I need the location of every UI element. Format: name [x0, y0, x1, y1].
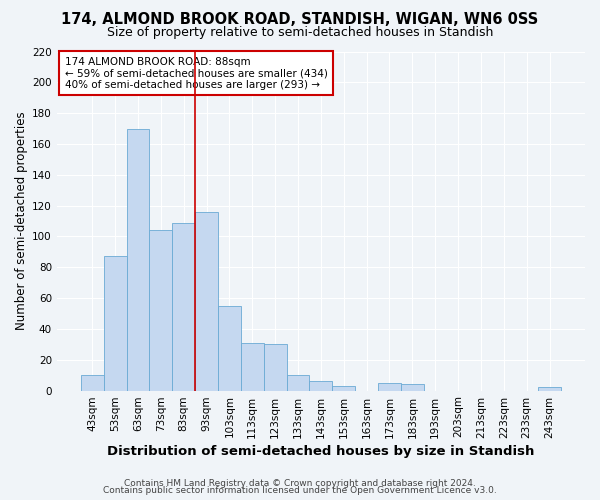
- Text: Contains HM Land Registry data © Crown copyright and database right 2024.: Contains HM Land Registry data © Crown c…: [124, 478, 476, 488]
- X-axis label: Distribution of semi-detached houses by size in Standish: Distribution of semi-detached houses by …: [107, 444, 535, 458]
- Bar: [332, 386, 355, 390]
- Text: 174 ALMOND BROOK ROAD: 88sqm
← 59% of semi-detached houses are smaller (434)
40%: 174 ALMOND BROOK ROAD: 88sqm ← 59% of se…: [65, 56, 328, 90]
- Bar: [127, 128, 149, 390]
- Bar: [378, 383, 401, 390]
- Bar: [104, 256, 127, 390]
- Bar: [287, 375, 310, 390]
- Bar: [172, 222, 195, 390]
- Bar: [81, 375, 104, 390]
- Text: Size of property relative to semi-detached houses in Standish: Size of property relative to semi-detach…: [107, 26, 493, 39]
- Text: Contains public sector information licensed under the Open Government Licence v3: Contains public sector information licen…: [103, 486, 497, 495]
- Text: 174, ALMOND BROOK ROAD, STANDISH, WIGAN, WN6 0SS: 174, ALMOND BROOK ROAD, STANDISH, WIGAN,…: [61, 12, 539, 28]
- Bar: [264, 344, 287, 391]
- Bar: [538, 388, 561, 390]
- Bar: [241, 343, 264, 390]
- Bar: [195, 212, 218, 390]
- Bar: [401, 384, 424, 390]
- Bar: [149, 230, 172, 390]
- Bar: [310, 382, 332, 390]
- Y-axis label: Number of semi-detached properties: Number of semi-detached properties: [15, 112, 28, 330]
- Bar: [218, 306, 241, 390]
